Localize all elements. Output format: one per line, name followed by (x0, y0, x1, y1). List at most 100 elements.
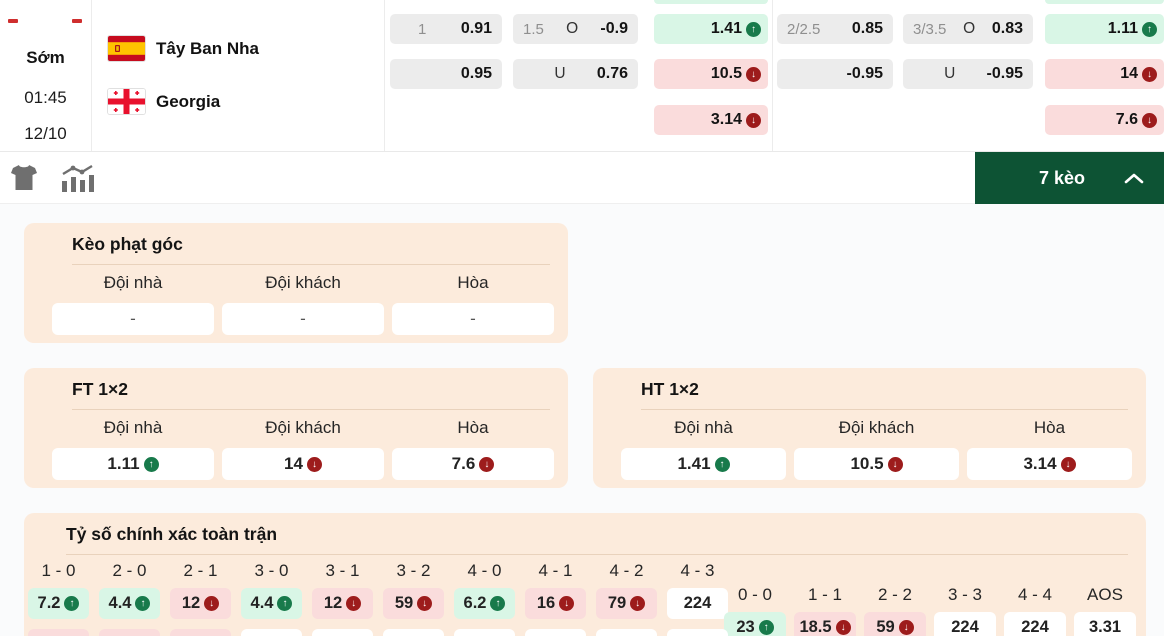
g2-over-label: O (963, 20, 976, 37)
away-header: Đội khách (265, 273, 341, 292)
score-option: 4 - 4 224 (1004, 583, 1066, 636)
score-odds-chip[interactable]: 18.5 ↓ (794, 612, 856, 636)
divider (72, 264, 550, 265)
draw-header: Hòa (1033, 418, 1066, 437)
score-odds-chip[interactable]: 6.2 ↑ (454, 588, 515, 619)
ft-1x2-card: FT 1×2 Đội nhà 1.11 ↑ Đội khách 14 ↓ Hòa 7… (24, 368, 568, 488)
down-arrow-icon: ↓ (346, 596, 362, 611)
score-odds-chip[interactable]: 224 (1004, 612, 1066, 636)
score-odds-chip[interactable]: 23 ↑ (724, 612, 786, 636)
ft-draw-odds-chip[interactable]: 7.6 ↓ (392, 448, 554, 480)
score-option: 4 - 0 6.2 ↑ (454, 559, 515, 619)
g2-total-under: -0.95 (986, 65, 1023, 82)
correct-score-main-group: 1 - 0 7.2 ↑ 2 - 0 4.4 ↑ 2 - 1 12 ↓ 3 - 0 4.… (28, 559, 728, 619)
odds-count-toggle-button[interactable]: 7 kèo (975, 152, 1164, 204)
score-odds-chip[interactable]: 59 ↓ (383, 588, 444, 619)
corner-odds-card: Kèo phạt góc Đội nhà - Đội khách - Hòa - (24, 223, 568, 343)
divider (772, 0, 773, 151)
ht-away-odds-chip[interactable]: 10.5 ↓ (794, 448, 959, 480)
g1-away-odds: 10.5 (710, 65, 742, 82)
g1-handicap-under-chip[interactable]: 0.95 (390, 59, 502, 89)
g1-handicap-line: 1 (418, 20, 427, 38)
home-team[interactable]: Tây Ban Nha (108, 36, 259, 61)
g1-under-label: U (554, 65, 566, 82)
toolbar: 7 kèo (0, 152, 1164, 204)
ht-home-odds-chip[interactable]: 1.41 ↑ (621, 448, 786, 480)
divider (641, 409, 1128, 410)
score-odds-chip[interactable]: 59 ↓ (864, 612, 926, 636)
g1-total-under: 0.76 (596, 65, 628, 82)
score-odds-chip[interactable] (170, 629, 231, 636)
score-odds-chip[interactable] (241, 629, 302, 636)
score-odds-chip[interactable]: 3.31 (1074, 612, 1136, 636)
score-odds-chip[interactable]: 224 (934, 612, 996, 636)
g2-handicap-over-chip[interactable]: 2/2.5 0.85 (777, 14, 893, 44)
g1-draw-odds-chip[interactable]: 3.14 ↓ (654, 105, 768, 135)
g1-total-under-chip[interactable]: U 0.76 (513, 59, 638, 89)
down-arrow-icon: ↓ (306, 456, 322, 472)
away-team-name: Georgia (156, 91, 221, 111)
g1-total-over: -0.9 (600, 20, 628, 37)
g2-total-under-chip[interactable]: U -0.95 (903, 59, 1033, 89)
ft-home-odds-chip[interactable]: 1.11 ↑ (52, 448, 214, 480)
up-arrow-icon: ↑ (143, 456, 159, 472)
score-option: 1 - 1 18.5 ↓ (794, 583, 856, 636)
score-odds-chip[interactable] (667, 629, 728, 636)
g1-away-odds-chip[interactable]: 10.5 ↓ (654, 59, 768, 89)
down-arrow-icon: ↓ (746, 66, 761, 82)
score-odds-chip[interactable]: 224 (667, 588, 728, 619)
g2-handicap-under-chip[interactable]: -0.95 (777, 59, 893, 89)
g1-total-line: 1.5 (523, 20, 544, 38)
g2-home-odds-chip[interactable]: 1.11 ↑ (1045, 14, 1164, 44)
draw-header: Hòa (457, 273, 489, 292)
prev-row-sliver (654, 0, 768, 4)
match-status: Sớm (26, 48, 65, 67)
score-option: 4 - 1 16 ↓ (525, 559, 586, 619)
score-odds-chip[interactable] (312, 629, 373, 636)
home-team-name: Tây Ban Nha (156, 38, 259, 58)
g2-handicap-over: 0.85 (851, 20, 883, 37)
score-odds-chip[interactable]: 79 ↓ (596, 588, 657, 619)
down-arrow-icon: ↓ (630, 596, 646, 611)
correct-score-card: Tỷ số chính xác toàn trận 1 - 0 7.2 ↑ 2 -… (24, 513, 1146, 636)
georgia-flag-icon (108, 89, 145, 114)
g2-away-odds-chip[interactable]: 14 ↓ (1045, 59, 1164, 89)
score-odds-chip[interactable]: 4.4 ↑ (99, 588, 160, 619)
score-odds-chip[interactable]: 7.2 ↑ (28, 588, 89, 619)
match-time: 01:45 (24, 88, 67, 107)
home-header: Đội nhà (103, 273, 163, 292)
g1-handicap-over-chip[interactable]: 1 0.91 (390, 14, 502, 44)
ht-draw-odds-chip[interactable]: 3.14 ↓ (967, 448, 1132, 480)
down-arrow-icon: ↓ (417, 596, 433, 611)
ht-1x2-card: HT 1×2 Đội nhà 1.41 ↑ Đội khách 10.5 ↓ Hòa… (593, 368, 1146, 488)
score-odds-chip[interactable]: 16 ↓ (525, 588, 586, 619)
score-odds-chip[interactable] (99, 629, 160, 636)
g1-total-over-chip[interactable]: 1.5 O -0.9 (513, 14, 638, 44)
ft-away-odds-chip[interactable]: 14 ↓ (222, 448, 384, 480)
g2-under-label: U (944, 65, 956, 82)
score-odds-chip[interactable] (383, 629, 444, 636)
away-team[interactable]: Georgia (108, 89, 220, 114)
score-odds-chip[interactable] (28, 629, 89, 636)
score-odds-chip[interactable] (454, 629, 515, 636)
g1-home-odds-chip[interactable]: 1.41 ↑ (654, 14, 768, 44)
match-row: Sớm 01:45 12/10 Tây Ban Nha (0, 0, 1164, 152)
score-option: 3 - 2 59 ↓ (383, 559, 444, 619)
g2-draw-odds-chip[interactable]: 7.6 ↓ (1045, 105, 1164, 135)
jersey-icon[interactable] (10, 164, 38, 191)
score-odds-chip[interactable] (596, 629, 657, 636)
away-header: Đội khách (838, 418, 915, 437)
correct-score-second-row (28, 629, 728, 636)
stats-chart-icon[interactable] (60, 164, 96, 192)
up-arrow-icon: ↑ (490, 596, 506, 611)
score-option: 3 - 1 12 ↓ (312, 559, 373, 619)
score-odds-chip[interactable] (525, 629, 586, 636)
g2-total-over-chip[interactable]: 3/3.5 O 0.83 (903, 14, 1033, 44)
match-date: 12/10 (24, 124, 67, 143)
g1-handicap-under: 0.95 (460, 65, 492, 82)
g1-handicap-over: 0.91 (460, 20, 492, 37)
score-odds-chip[interactable]: 4.4 ↑ (241, 588, 302, 619)
score-option: 2 - 0 4.4 ↑ (99, 559, 160, 619)
score-odds-chip[interactable]: 12 ↓ (170, 588, 231, 619)
score-odds-chip[interactable]: 12 ↓ (312, 588, 373, 619)
